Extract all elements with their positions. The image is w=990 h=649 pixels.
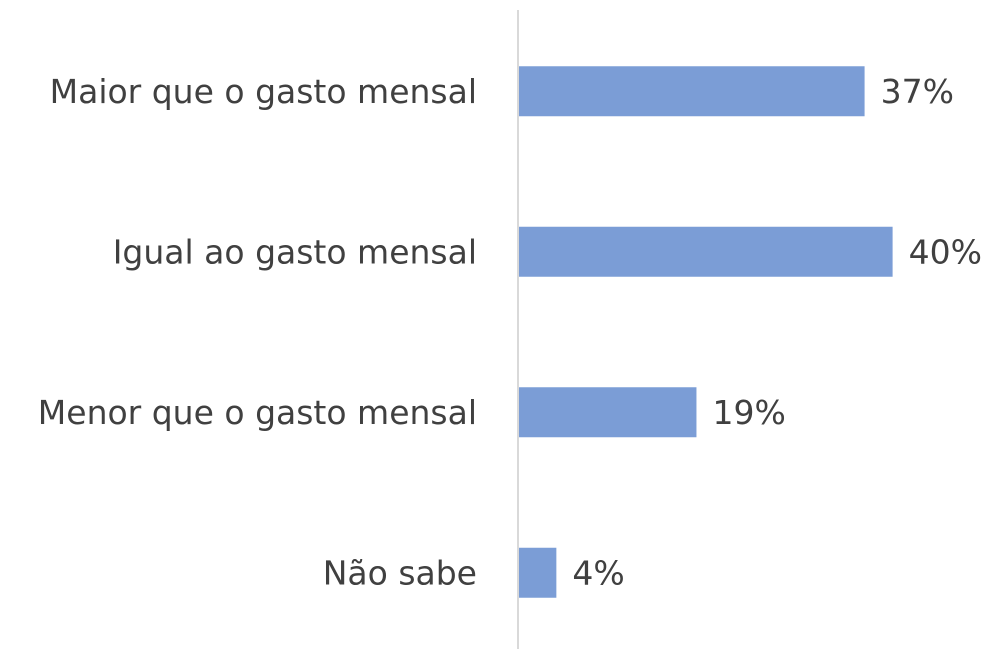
data-label: 40% [909,232,982,271]
bar [519,66,865,117]
bar [519,547,557,598]
y-tick-label: Igual ao gasto mensal [113,232,477,271]
y-tick-label: Menor que o gasto mensal [38,393,477,432]
y-tick-label: Não sabe [323,553,477,592]
data-label: 37% [881,72,954,111]
data-label: 19% [712,393,785,432]
bar [519,387,697,438]
data-label: 4% [572,553,624,592]
bar [519,226,893,277]
y-tick-label: Maior que o gasto mensal [50,72,477,111]
